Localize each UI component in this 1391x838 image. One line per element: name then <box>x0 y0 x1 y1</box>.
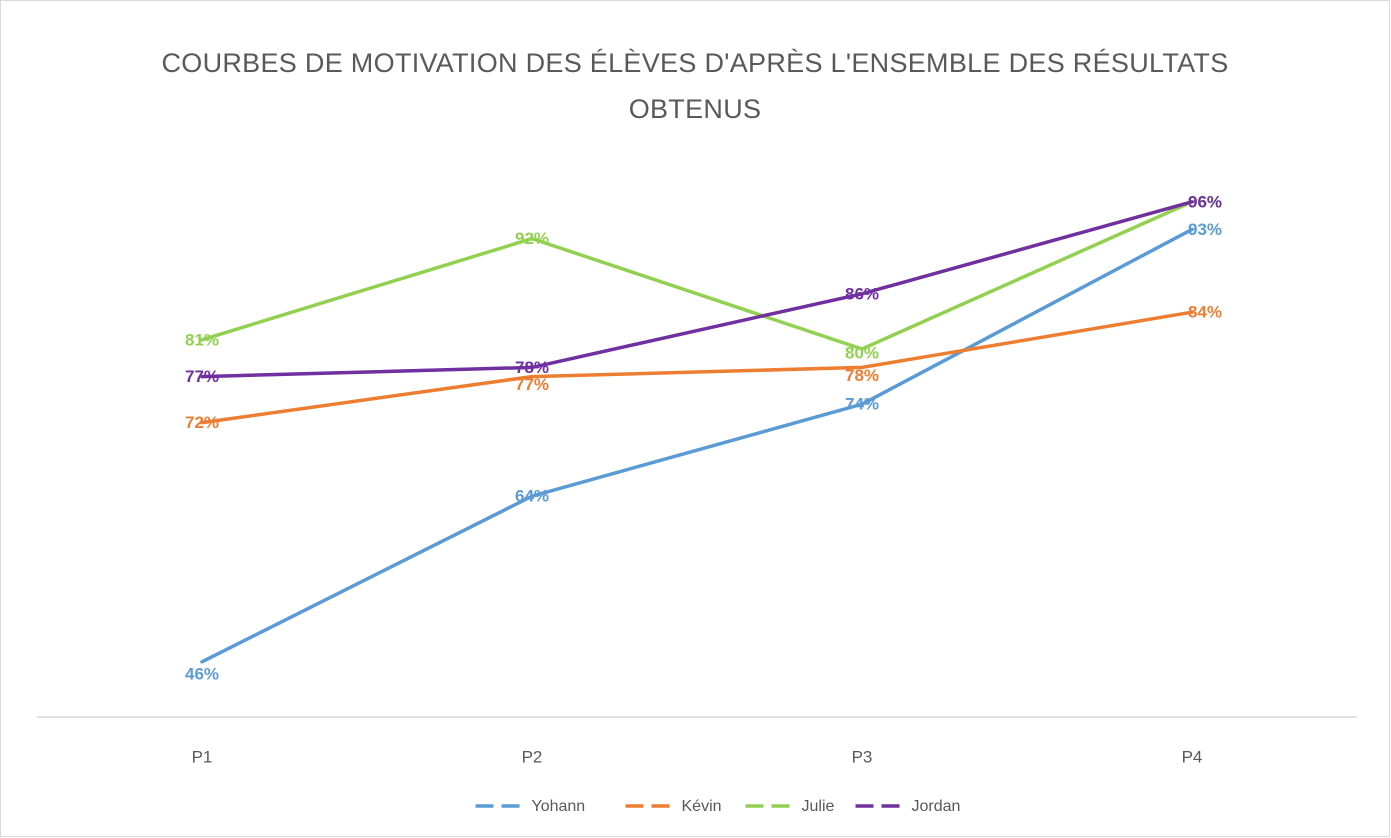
data-label: 96% <box>1188 192 1222 211</box>
data-label: 74% <box>845 395 879 414</box>
x-tick-label: P4 <box>1182 747 1203 766</box>
data-label: 64% <box>515 487 549 506</box>
data-label: 78% <box>515 358 549 377</box>
data-label: 72% <box>185 413 219 432</box>
data-label: 96% <box>1188 192 1222 211</box>
data-label: 78% <box>845 366 879 385</box>
data-label: 77% <box>185 367 219 386</box>
legend-label: Julie <box>802 798 835 815</box>
data-label: 80% <box>845 343 879 362</box>
data-label: 84% <box>1188 303 1222 322</box>
x-tick-label: P1 <box>192 747 213 766</box>
data-label: 81% <box>185 330 219 349</box>
series-line <box>200 310 1194 425</box>
series-line <box>200 200 1194 351</box>
chart-title: COURBES DE MOTIVATION DES ÉLÈVES D'APRÈS… <box>161 48 1229 124</box>
series-line <box>200 200 1194 379</box>
x-tick-label: P3 <box>852 747 873 766</box>
data-label: 86% <box>845 284 879 303</box>
legend-label: Yohann <box>532 798 586 815</box>
data-label: 46% <box>185 664 219 683</box>
data-label: 93% <box>1188 220 1222 239</box>
legend-label: Kévin <box>682 798 722 815</box>
data-label: 77% <box>515 375 549 394</box>
legend-label: Jordan <box>912 798 961 815</box>
data-label: 92% <box>515 229 549 248</box>
series-line <box>200 227 1194 664</box>
x-tick-label: P2 <box>522 747 543 766</box>
